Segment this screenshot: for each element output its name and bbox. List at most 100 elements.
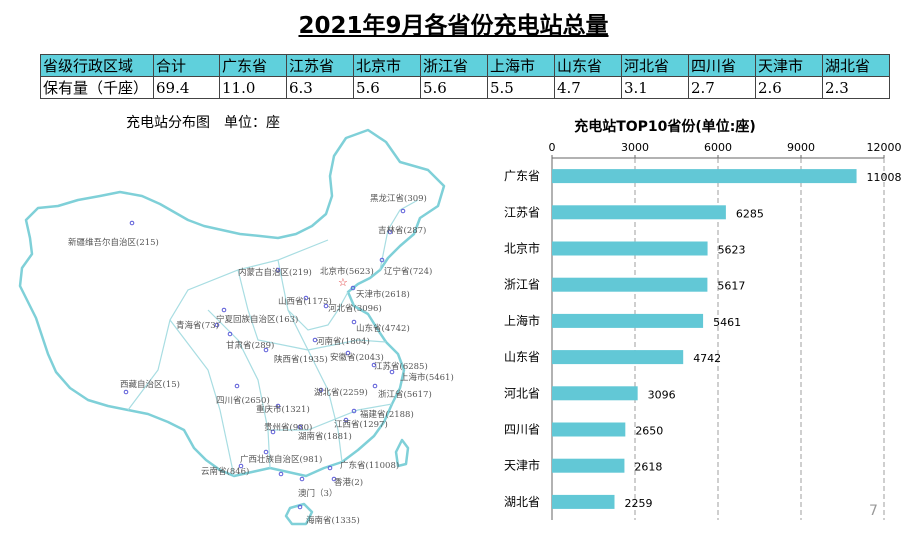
- map-marker: [263, 449, 269, 455]
- y-category-label: 四川省: [504, 423, 540, 437]
- map-marker: [351, 319, 357, 325]
- x-tick-label: 9000: [787, 141, 815, 154]
- map-label: 江苏省(6285): [374, 362, 428, 372]
- map-marker: [270, 429, 276, 435]
- table-header-cell: 浙江省: [420, 54, 488, 77]
- table-cell: 3.1: [621, 76, 689, 99]
- bar: [552, 277, 708, 292]
- map-marker: [379, 257, 385, 263]
- map-label: 山西省(1175): [278, 297, 332, 307]
- map-marker: [299, 476, 305, 482]
- map-label: 重庆市(1321): [256, 405, 310, 415]
- map-label: 黑龙江省(309): [370, 194, 427, 204]
- bar: [552, 386, 638, 401]
- table-cell: 保有量（千座）: [40, 76, 154, 99]
- map-marker: [275, 403, 281, 409]
- map-marker: [234, 383, 240, 389]
- bar-value-label: 5617: [717, 280, 745, 293]
- bar: [552, 241, 708, 256]
- y-category-label: 山东省: [504, 350, 540, 364]
- hainan-island-outline: [284, 502, 314, 526]
- map-marker: [214, 322, 220, 328]
- map-marker: [297, 504, 303, 510]
- border-line: [277, 259, 343, 463]
- bar-chart-panel: 充电站TOP10省份(单位:座) 0 3000 6000 9000 12000 广东省 11…: [495, 112, 907, 535]
- table-cell: 6.3: [286, 76, 354, 99]
- table-header-cell: 河北省: [621, 54, 689, 77]
- map-marker: [221, 307, 227, 313]
- table-cell: 2.7: [688, 76, 756, 99]
- y-category-label: 北京市: [504, 241, 540, 256]
- page-title: 2021年9月各省份充电站总量: [298, 13, 609, 39]
- y-category-label: 湖北省: [504, 494, 540, 509]
- y-category-label: 江苏省: [504, 205, 540, 219]
- map-marker: [350, 285, 356, 291]
- map-label: 内蒙古自治区(219): [238, 268, 312, 278]
- map-marker: [351, 408, 357, 414]
- capital-star-icon: ☆: [338, 276, 348, 289]
- bar: [552, 313, 704, 328]
- summary-table-header-row: 省级行政区域 合计 广东省 江苏省 北京市 浙江省 上海市 山东省 河北省 四川…: [40, 54, 890, 77]
- china-map-panel: ☆ 充电站分布图 单位：座 黑龙江省(309) 吉林省(287) 新疆维吾尔自治…: [8, 110, 478, 535]
- map-marker: [387, 229, 393, 235]
- bar: [552, 169, 857, 184]
- y-category-label: 天津市: [504, 458, 540, 473]
- map-label: 贵州省(980): [264, 423, 313, 433]
- table-header-cell: 四川省: [688, 54, 756, 77]
- map-label: 西藏自治区(15): [120, 380, 180, 390]
- map-marker: [238, 463, 244, 469]
- y-category-label: 浙江省: [504, 278, 540, 292]
- map-marker: [318, 387, 324, 393]
- bar-value-label: 2618: [634, 461, 662, 474]
- border-line: [379, 199, 419, 271]
- bar-value-label: 5623: [718, 244, 746, 257]
- bar: [552, 205, 726, 220]
- map-marker: [372, 383, 378, 389]
- x-tick-label: 3000: [621, 141, 649, 154]
- y-category-label: 广东省: [504, 169, 540, 183]
- table-header-cell: 广东省: [219, 54, 287, 77]
- map-marker: [389, 369, 395, 375]
- bar-value-label: 6285: [736, 207, 764, 220]
- bar: [552, 494, 615, 509]
- map-label: 吉林省(287): [378, 226, 427, 236]
- map-label: 海南省(1335): [306, 516, 360, 526]
- map-marker: [323, 303, 329, 309]
- table-header-cell: 省级行政区域: [40, 54, 154, 77]
- map-label: 辽宁省(724): [384, 267, 433, 277]
- map-label: 湖北省(2259): [314, 388, 368, 398]
- map-label: 四川省(2650): [216, 396, 270, 406]
- map-marker: [227, 331, 233, 337]
- table-header-cell: 上海市: [487, 54, 555, 77]
- map-marker: [278, 471, 284, 477]
- map-label: 青海省(73): [176, 321, 219, 331]
- bar: [552, 458, 625, 473]
- table-cell: 5.5: [487, 76, 555, 99]
- bar: [552, 350, 684, 365]
- border-line: [307, 339, 387, 351]
- map-marker: [331, 476, 337, 482]
- map-marker: [327, 465, 333, 471]
- map-label: 香港(2): [334, 478, 364, 488]
- map-marker: [297, 424, 303, 430]
- border-line: [287, 291, 349, 331]
- table-header-cell: 北京市: [353, 54, 421, 77]
- map-marker: [303, 295, 309, 301]
- table-cell: 4.7: [554, 76, 622, 99]
- table-header-cell: 天津市: [755, 54, 823, 77]
- bar-value-label: 2650: [635, 425, 663, 438]
- map-title: 充电站分布图 单位：座: [126, 115, 280, 131]
- summary-table: 省级行政区域 合计 广东省 江苏省 北京市 浙江省 上海市 山东省 河北省 四川…: [40, 54, 890, 99]
- map-label: 天津市(2618): [356, 290, 410, 300]
- border-line: [207, 309, 271, 469]
- bar-chart: 0 3000 6000 9000 12000 广东省 11008 江苏省 6285 北京市 5623…: [504, 141, 902, 520]
- map-label: 安徽省(2043): [330, 353, 384, 363]
- map-label: 北京市(5623): [320, 267, 374, 277]
- page-number: 7: [869, 503, 878, 519]
- map-marker: [129, 220, 135, 226]
- table-cell: 5.6: [353, 76, 421, 99]
- bar-value-label: 5461: [713, 316, 741, 329]
- map-label: 新疆维吾尔自治区(215): [68, 238, 159, 248]
- border-line: [268, 403, 393, 431]
- map-label: 甘肃省(289): [226, 341, 275, 351]
